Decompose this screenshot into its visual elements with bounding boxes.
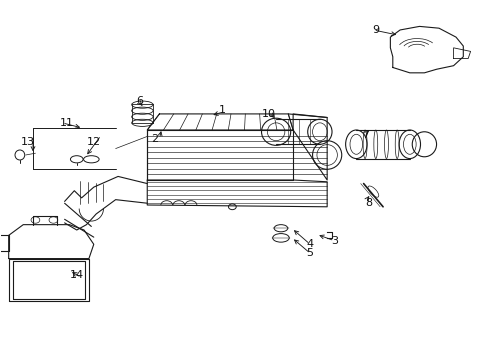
Text: 5: 5 <box>306 248 313 258</box>
Text: 6: 6 <box>136 96 143 107</box>
Text: 11: 11 <box>60 118 74 128</box>
Text: 2: 2 <box>151 134 158 144</box>
Text: 10: 10 <box>261 109 275 119</box>
Text: 12: 12 <box>86 138 101 148</box>
Text: 9: 9 <box>371 25 379 35</box>
Text: 13: 13 <box>21 138 35 148</box>
Text: 8: 8 <box>364 198 371 208</box>
Text: 3: 3 <box>330 236 337 246</box>
Text: 4: 4 <box>306 239 313 249</box>
Text: 7: 7 <box>362 130 369 140</box>
Text: 14: 14 <box>70 270 83 280</box>
Text: 1: 1 <box>219 105 225 115</box>
